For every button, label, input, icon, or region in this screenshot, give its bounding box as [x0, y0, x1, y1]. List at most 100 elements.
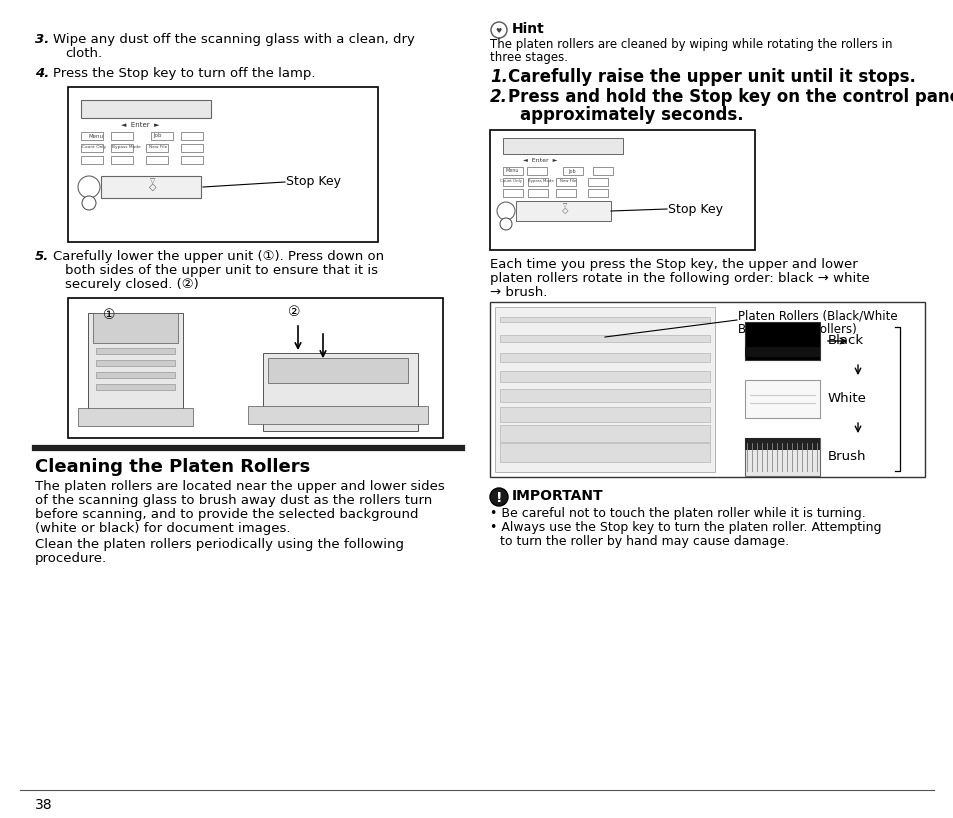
Text: three stages.: three stages.: [490, 51, 567, 64]
Bar: [744, 438, 820, 450]
Bar: [151, 132, 172, 140]
Text: ◄  Enter  ►: ◄ Enter ►: [121, 122, 159, 128]
Text: Press the Stop key to turn off the lamp.: Press the Stop key to turn off the lamp.: [53, 67, 315, 80]
Bar: [499, 335, 709, 342]
Bar: [68, 298, 442, 438]
Text: ①: ①: [103, 308, 115, 322]
Bar: [181, 144, 203, 152]
Text: Background Rollers): Background Rollers): [738, 323, 856, 336]
Bar: [101, 176, 201, 198]
Bar: [146, 156, 168, 164]
Text: New File: New File: [149, 145, 167, 149]
Bar: [744, 322, 820, 360]
Bar: [96, 372, 174, 378]
Text: Cleaning the Platen Rollers: Cleaning the Platen Rollers: [35, 458, 310, 476]
Bar: [81, 132, 103, 140]
Text: Count Only: Count Only: [82, 145, 106, 149]
Bar: [502, 167, 522, 175]
Bar: [499, 389, 709, 402]
Bar: [96, 384, 174, 390]
Bar: [78, 408, 193, 426]
Bar: [499, 407, 709, 422]
Text: Job: Job: [567, 169, 575, 173]
Bar: [744, 347, 820, 357]
Bar: [502, 178, 522, 186]
Bar: [516, 201, 610, 221]
Bar: [263, 353, 417, 431]
Bar: [499, 371, 709, 382]
Text: The platen rollers are cleaned by wiping while rotating the rollers in: The platen rollers are cleaned by wiping…: [490, 38, 892, 51]
Circle shape: [490, 488, 507, 506]
Bar: [88, 313, 183, 423]
Text: Each time you press the Stop key, the upper and lower: Each time you press the Stop key, the up…: [490, 258, 857, 271]
Bar: [526, 167, 546, 175]
Text: ②: ②: [288, 305, 300, 319]
Bar: [490, 130, 754, 250]
Text: ♥: ♥: [496, 28, 501, 34]
Text: Carefully lower the upper unit (①). Press down on: Carefully lower the upper unit (①). Pres…: [53, 250, 384, 263]
Text: Bypass Mode: Bypass Mode: [527, 179, 553, 183]
Text: !: !: [496, 491, 501, 505]
Text: (white or black) for document images.: (white or black) for document images.: [35, 522, 291, 535]
Text: ▽: ▽: [151, 178, 155, 184]
Bar: [495, 307, 714, 472]
Text: approximately seconds.: approximately seconds.: [519, 106, 742, 124]
Bar: [587, 189, 607, 197]
Text: Menu: Menu: [89, 133, 104, 138]
Text: Brush: Brush: [827, 451, 865, 464]
Text: ◇: ◇: [561, 206, 568, 215]
Text: 3.: 3.: [35, 33, 50, 46]
Bar: [744, 438, 820, 476]
Text: Job: Job: [152, 133, 161, 138]
Bar: [587, 178, 607, 186]
Bar: [96, 348, 174, 354]
Bar: [556, 178, 576, 186]
Text: Black: Black: [827, 335, 863, 348]
Text: ▽: ▽: [562, 204, 566, 209]
Bar: [499, 425, 709, 442]
Bar: [92, 313, 178, 343]
Text: ◄  Enter  ►: ◄ Enter ►: [522, 158, 557, 163]
Text: Count Only: Count Only: [499, 179, 521, 183]
Text: 1.: 1.: [490, 68, 507, 86]
Text: procedure.: procedure.: [35, 552, 107, 565]
Text: IMPORTANT: IMPORTANT: [512, 489, 603, 503]
Text: Bypass Mode: Bypass Mode: [112, 145, 141, 149]
Text: both sides of the upper unit to ensure that it is: both sides of the upper unit to ensure t…: [65, 264, 377, 277]
Bar: [81, 156, 103, 164]
Text: Stop Key: Stop Key: [286, 176, 340, 188]
Circle shape: [497, 202, 515, 220]
Text: 38: 38: [35, 798, 52, 812]
Bar: [556, 189, 576, 197]
Text: Press and hold the Stop key on the control panel for: Press and hold the Stop key on the contr…: [507, 88, 953, 106]
Text: Clean the platen rollers periodically using the following: Clean the platen rollers periodically us…: [35, 538, 403, 551]
Text: New File: New File: [559, 179, 576, 183]
Text: ◇: ◇: [149, 182, 156, 192]
Bar: [181, 132, 203, 140]
Bar: [268, 358, 408, 383]
Text: cloth.: cloth.: [65, 47, 102, 60]
Text: 4.: 4.: [35, 67, 50, 80]
Bar: [111, 132, 132, 140]
Bar: [499, 353, 709, 362]
Circle shape: [82, 196, 96, 210]
Text: Platen Rollers (Black/White: Platen Rollers (Black/White: [738, 310, 897, 323]
Text: • Always use the Stop key to turn the platen roller. Attempting: • Always use the Stop key to turn the pl…: [490, 521, 881, 534]
Text: Carefully raise the upper unit until it stops.: Carefully raise the upper unit until it …: [507, 68, 915, 86]
Circle shape: [491, 22, 506, 38]
Circle shape: [499, 218, 512, 230]
Bar: [111, 156, 132, 164]
Text: → brush.: → brush.: [490, 286, 547, 299]
Text: to turn the roller by hand may cause damage.: to turn the roller by hand may cause dam…: [499, 535, 788, 548]
Bar: [744, 380, 820, 418]
Bar: [111, 144, 132, 152]
Text: before scanning, and to provide the selected background: before scanning, and to provide the sele…: [35, 508, 418, 521]
Text: 2.: 2.: [490, 88, 507, 106]
Bar: [499, 443, 709, 462]
Bar: [502, 138, 622, 154]
Text: platen rollers rotate in the following order: black → white: platen rollers rotate in the following o…: [490, 272, 869, 285]
Text: Menu: Menu: [505, 169, 519, 173]
Text: White: White: [827, 393, 866, 406]
Bar: [593, 167, 613, 175]
Bar: [527, 189, 547, 197]
